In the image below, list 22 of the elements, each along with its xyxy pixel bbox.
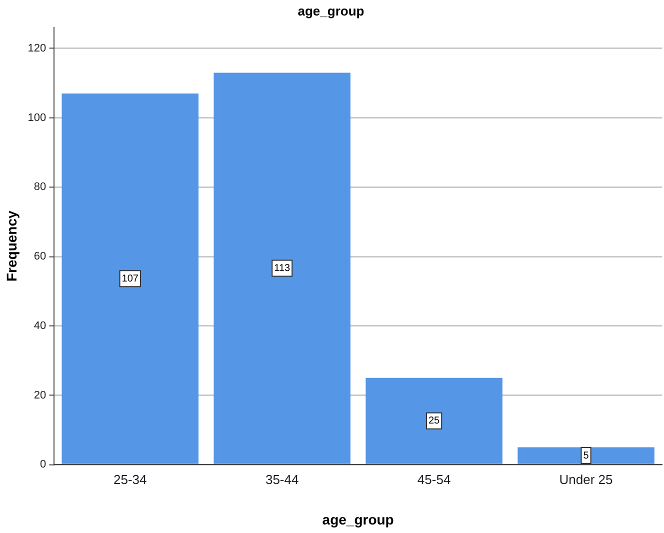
data-label: 113 — [274, 263, 290, 274]
y-tick-label: 80 — [34, 181, 46, 194]
y-tick-label: 120 — [28, 42, 46, 54]
chart-title: age_group — [298, 3, 364, 18]
x-tick-label: Under 25 — [559, 472, 613, 487]
x-axis-title: age_group — [322, 511, 394, 528]
data-label: 25 — [428, 416, 440, 427]
bar — [366, 378, 502, 464]
bar — [518, 447, 654, 464]
data-label: 107 — [122, 273, 139, 284]
y-tick-label: 40 — [34, 320, 46, 332]
bar — [62, 93, 199, 464]
y-tick-label: 100 — [28, 112, 46, 124]
y-tick-label: 0 — [40, 458, 46, 471]
x-tick-label: 45-54 — [417, 472, 451, 487]
bar — [214, 72, 350, 464]
y-axis-title: Frequency — [3, 210, 20, 282]
data-label: 5 — [583, 450, 590, 462]
y-tick-label: 60 — [34, 250, 46, 263]
x-tick-label: 35-44 — [265, 472, 299, 487]
y-tick-label: 20 — [34, 389, 46, 402]
x-tick-label: 25-34 — [114, 472, 147, 487]
